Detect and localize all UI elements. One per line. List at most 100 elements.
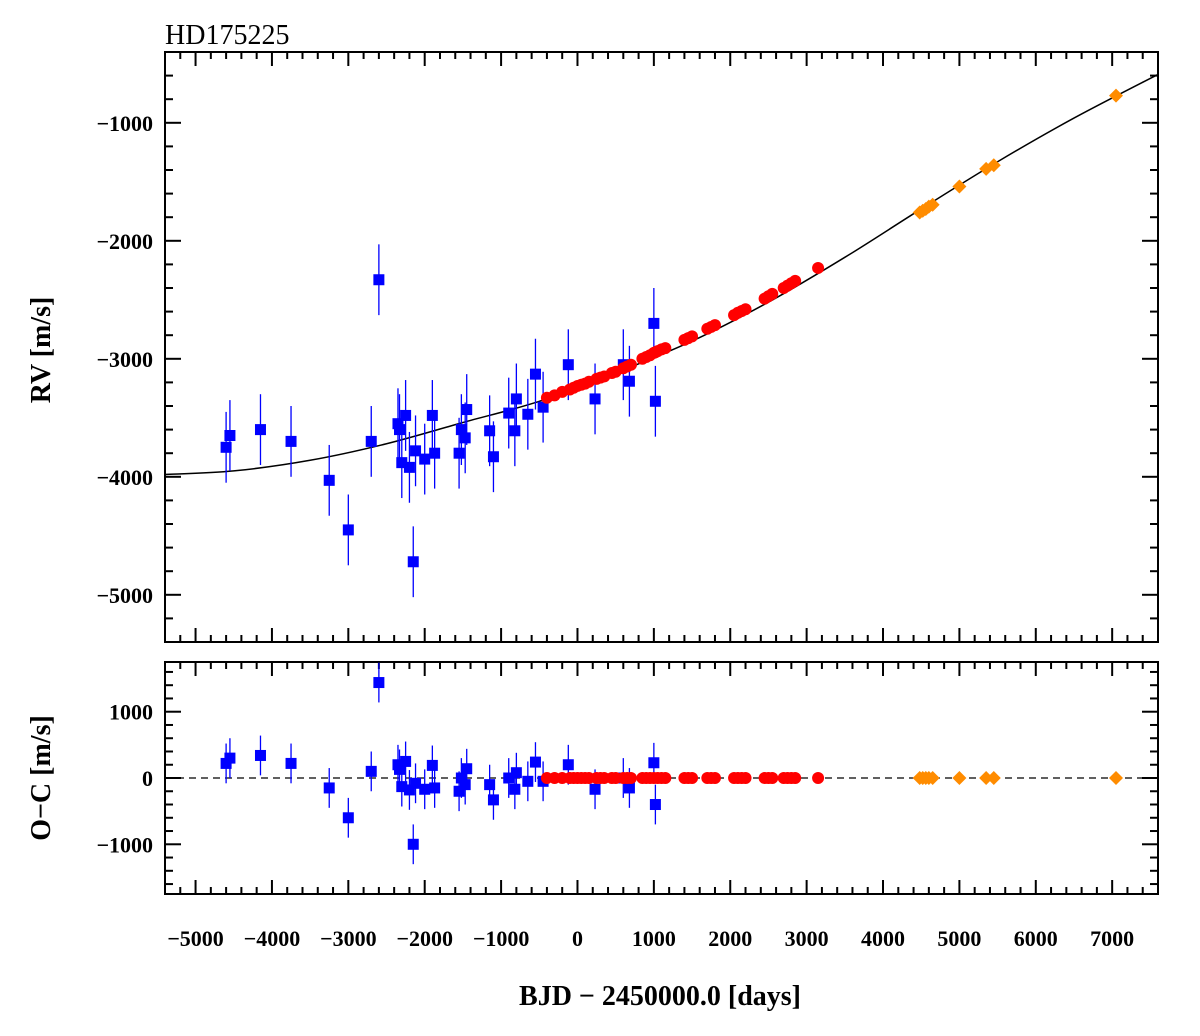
y-tick-label: −3000 — [96, 347, 153, 372]
data-point-square — [459, 432, 471, 444]
data-point-square — [323, 474, 335, 486]
data-point-square — [503, 772, 515, 784]
x-axis-label: BJD − 2450000.0 [days] — [519, 981, 801, 1012]
x-tick-label: −5000 — [167, 926, 224, 951]
data-point-square — [623, 375, 635, 387]
data-point-square — [562, 759, 574, 771]
data-point-square — [522, 408, 534, 420]
data-point-square — [509, 425, 521, 437]
data-point-diamond — [952, 771, 967, 785]
data-point-square — [410, 445, 422, 457]
data-point-square — [529, 756, 541, 768]
x-tick-label: 7000 — [1090, 926, 1134, 951]
x-tick-label: −2000 — [396, 926, 453, 951]
data-point-circle — [624, 772, 637, 784]
x-tick-label: 0 — [572, 926, 583, 951]
data-point-square — [459, 779, 471, 791]
data-point-square — [589, 783, 601, 795]
data-point-diamond — [986, 771, 1001, 785]
rv-model-curve — [164, 73, 1159, 476]
data-point-circle — [739, 303, 752, 316]
data-point-square — [461, 763, 473, 775]
x-tick-label: 2000 — [708, 926, 752, 951]
data-point-diamond — [925, 197, 940, 212]
y-tick-label: 0 — [142, 766, 153, 791]
data-point-circle — [659, 772, 672, 784]
data-point-square — [419, 453, 431, 465]
data-point-square — [254, 424, 266, 436]
x-tick-label: 4000 — [861, 926, 905, 951]
residual-data-points — [220, 662, 1123, 865]
data-point-square — [285, 757, 297, 769]
data-point-square — [224, 430, 236, 441]
data-point-square — [649, 395, 661, 407]
data-point-square — [487, 794, 499, 806]
data-point-diamond — [979, 771, 994, 785]
data-point-square — [419, 783, 431, 795]
data-point-square — [396, 781, 408, 793]
x-tick-label: −4000 — [244, 926, 301, 951]
data-point-square — [509, 783, 521, 795]
x-tick-label: 1000 — [632, 926, 676, 951]
plot-title: HD175225 — [165, 20, 289, 51]
data-point-square — [407, 556, 419, 568]
data-point-diamond — [986, 158, 1001, 173]
data-point-square — [285, 435, 297, 447]
data-point-square — [426, 409, 438, 421]
data-point-square — [484, 425, 496, 437]
data-point-square — [455, 424, 467, 436]
data-point-square — [373, 677, 385, 689]
data-point-diamond — [925, 771, 940, 785]
data-point-square — [394, 763, 406, 775]
data-point-square — [403, 784, 415, 796]
data-point-circle — [812, 261, 825, 274]
rv-plot-frame — [164, 51, 1159, 643]
data-point-diamond — [1108, 771, 1123, 785]
data-point-square — [623, 782, 635, 794]
data-point-square — [484, 779, 496, 791]
data-point-square — [365, 765, 377, 777]
x-tick-label: 5000 — [937, 926, 981, 951]
data-point-square — [373, 274, 385, 286]
data-point-square — [254, 749, 266, 761]
data-point-square — [403, 461, 415, 473]
data-point-square — [220, 441, 232, 453]
data-point-circle — [708, 772, 721, 784]
data-point-circle — [686, 330, 699, 343]
data-point-square — [453, 785, 465, 797]
rv-ticks: −1000 −2000 −3000 −4000 −5000 — [96, 51, 1159, 643]
residual-y-axis-label: O−C [m/s] — [26, 715, 57, 841]
data-point-square — [510, 767, 522, 779]
data-point-circle — [789, 274, 802, 287]
data-point-square — [224, 752, 236, 764]
data-point-circle — [624, 358, 637, 371]
rv-y-axis-label: RV [m/s] — [26, 297, 57, 404]
x-tick-label: 6000 — [1014, 926, 1058, 951]
residual-ticks: 1000 0 −1000 −5000 −4000 −3000 −2000 −1000 0 1000… — [96, 662, 1159, 951]
y-tick-label: −4000 — [96, 465, 153, 490]
data-point-circle — [708, 319, 721, 332]
data-point-square — [400, 755, 412, 767]
data-point-square — [648, 317, 660, 329]
data-point-square — [453, 447, 465, 459]
y-tick-label: −2000 — [96, 229, 153, 254]
data-point-square — [429, 782, 441, 794]
data-point-square — [648, 757, 660, 769]
data-point-square — [503, 407, 515, 419]
data-point-square — [426, 759, 438, 771]
data-point-square — [487, 451, 499, 463]
data-point-square — [537, 401, 549, 413]
data-point-circle — [789, 772, 802, 784]
data-point-square — [562, 359, 574, 371]
data-point-diamond — [1108, 88, 1123, 103]
data-point-square — [365, 435, 377, 447]
data-point-circle — [766, 772, 779, 784]
data-point-circle — [686, 772, 699, 784]
data-point-square — [342, 812, 354, 824]
data-point-square — [394, 424, 406, 436]
data-point-square — [410, 777, 422, 789]
data-point-square — [649, 799, 661, 811]
data-point-square — [323, 782, 335, 794]
data-point-square — [510, 393, 522, 405]
